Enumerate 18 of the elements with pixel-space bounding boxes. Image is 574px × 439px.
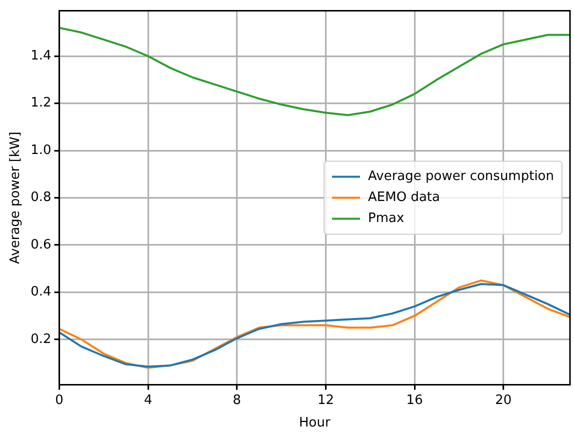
y-axis-title: Average power [kW] (8, 132, 24, 264)
legend-label: AEMO data (368, 190, 440, 206)
y-tick-label: 1.2 (30, 96, 52, 111)
legend-label: Average power consumption (368, 169, 554, 184)
x-tick-label: 8 (232, 392, 242, 408)
legend-label: Pmax (368, 211, 404, 226)
x-tick-label: 4 (144, 392, 152, 408)
x-tick-label: 0 (55, 392, 64, 408)
y-tick-label: 0.4 (30, 284, 52, 300)
x-tick-label: 20 (495, 392, 512, 408)
y-tick-label: 0.8 (30, 190, 52, 206)
y-tick-label: 0.2 (30, 332, 52, 347)
y-tick-label: 0.6 (30, 237, 52, 252)
y-tick-label: 1.4 (30, 48, 52, 64)
x-tick-label: 12 (317, 392, 334, 408)
x-axis-title: Hour (298, 416, 331, 431)
y-tick-label: 1.0 (30, 142, 52, 158)
x-tick-label: 16 (406, 392, 423, 408)
